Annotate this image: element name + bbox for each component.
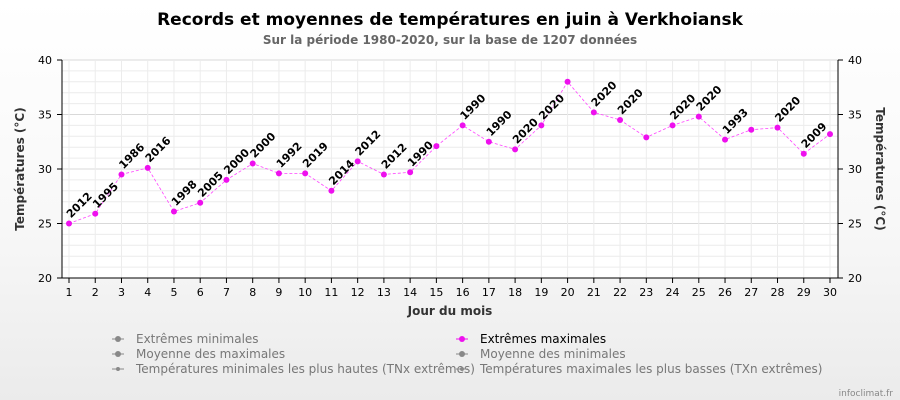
legend: Extrêmes minimales Extrêmes maximalesMoye… (112, 332, 822, 376)
series-line-extremes-maximales (68, 81, 831, 224)
data-point (92, 210, 99, 217)
data-point (249, 160, 256, 167)
x-tick-label: 12 (351, 286, 365, 299)
y-tick-label-right: 25 (848, 218, 862, 231)
x-tick-label: 2 (92, 286, 99, 299)
data-point (302, 170, 309, 177)
data-point (433, 143, 440, 150)
legend-label: Moyenne des maximales (136, 347, 285, 361)
y-tick-label-right: 35 (848, 109, 862, 122)
x-tick-label: 14 (403, 286, 417, 299)
y-tick-label-left: 20 (38, 272, 52, 285)
x-axis-title: Jour du mois (407, 304, 493, 318)
y-tick-label-left: 35 (38, 109, 52, 122)
data-point (695, 113, 702, 120)
x-tick-label: 17 (482, 286, 496, 299)
x-tick-label: 5 (170, 286, 177, 299)
x-tick-label: 10 (298, 286, 312, 299)
x-tick-label: 8 (249, 286, 256, 299)
legend-item[interactable]: Températures minimales les plus hautes (… (112, 362, 475, 376)
data-point (538, 122, 545, 129)
legend-marker-icon (460, 367, 464, 371)
y-tick-label-right: 40 (848, 54, 862, 67)
data-point (118, 171, 125, 178)
x-tick-label: 29 (797, 286, 811, 299)
x-tick-label: 28 (771, 286, 785, 299)
y-tick-label-left: 30 (38, 163, 52, 176)
y-tick-label-right: 20 (848, 272, 862, 285)
chart-subtitle: Sur la période 1980-2020, sur la base de… (263, 33, 637, 47)
legend-item[interactable]: Moyenne des maximales (112, 347, 285, 361)
x-tick-label: 20 (561, 286, 575, 299)
legend-item[interactable]: Extrêmes minimales (112, 332, 259, 346)
data-point (275, 170, 282, 177)
data-point (590, 109, 597, 116)
x-tick-label: 21 (587, 286, 601, 299)
legend-label: Extrêmes minimales (136, 332, 259, 346)
legend-label: Températures minimales les plus hautes (… (135, 362, 475, 376)
data-point (223, 176, 230, 183)
data-point (170, 208, 177, 215)
x-tick-label: 27 (744, 286, 758, 299)
x-tick-label: 4 (144, 286, 151, 299)
data-point (66, 220, 72, 227)
data-point (144, 164, 151, 171)
data-point (328, 187, 335, 194)
data-point (512, 146, 519, 153)
data-point (827, 131, 833, 138)
x-tick-label: 11 (324, 286, 338, 299)
y-axis-title-right: Températures (°C) (873, 107, 887, 230)
legend-label: Moyenne des minimales (480, 347, 626, 361)
data-point (564, 78, 571, 85)
legend-marker-icon (116, 367, 120, 371)
data-point (669, 122, 676, 129)
x-tick-label: 16 (456, 286, 470, 299)
legend-label: Températures maximales les plus basses (… (479, 362, 822, 376)
data-point (407, 169, 414, 176)
x-tick-label: 7 (223, 286, 230, 299)
x-tick-label: 25 (692, 286, 706, 299)
data-point (485, 138, 492, 145)
x-tick-label: 19 (534, 286, 548, 299)
x-tick-label: 30 (823, 286, 837, 299)
legend-item[interactable]: Températures maximales les plus basses (… (456, 362, 822, 376)
legend-marker-icon (115, 351, 121, 357)
chart-title: Records et moyennes de températures en j… (157, 10, 744, 30)
x-tick-label: 9 (275, 286, 282, 299)
x-tick-label: 26 (718, 286, 732, 299)
x-tick-label: 6 (197, 286, 204, 299)
legend-marker-icon (115, 336, 121, 342)
data-point (774, 124, 781, 131)
data-point (800, 150, 807, 157)
data-point (380, 171, 387, 178)
x-tick-label: 18 (508, 286, 522, 299)
legend-marker-icon (459, 336, 465, 342)
legend-label: Extrêmes maximales (480, 332, 606, 346)
x-tick-label: 22 (613, 286, 627, 299)
data-point (643, 134, 650, 141)
legend-item[interactable]: Extrêmes maximales (456, 332, 606, 346)
y-tick-label-left: 25 (38, 218, 52, 231)
data-point (459, 122, 466, 129)
x-tick-label: 24 (666, 286, 680, 299)
credit: infoclimat.fr (839, 389, 894, 399)
legend-item[interactable]: Moyenne des minimales (456, 347, 626, 361)
data-point (197, 199, 204, 206)
y-axis-title-left: Températures (°C) (13, 107, 27, 230)
x-tick-label: 1 (66, 286, 73, 299)
data-point (617, 116, 624, 123)
data-point (354, 158, 361, 165)
legend-marker-icon (459, 351, 465, 357)
y-tick-label-left: 40 (38, 54, 52, 67)
y-tick-label-right: 30 (848, 163, 862, 176)
x-tick-label: 15 (429, 286, 443, 299)
data-point (748, 126, 755, 133)
data-point (722, 136, 729, 143)
x-tick-label: 23 (639, 286, 653, 299)
x-tick-label: 13 (377, 286, 391, 299)
x-tick-label: 3 (118, 286, 125, 299)
